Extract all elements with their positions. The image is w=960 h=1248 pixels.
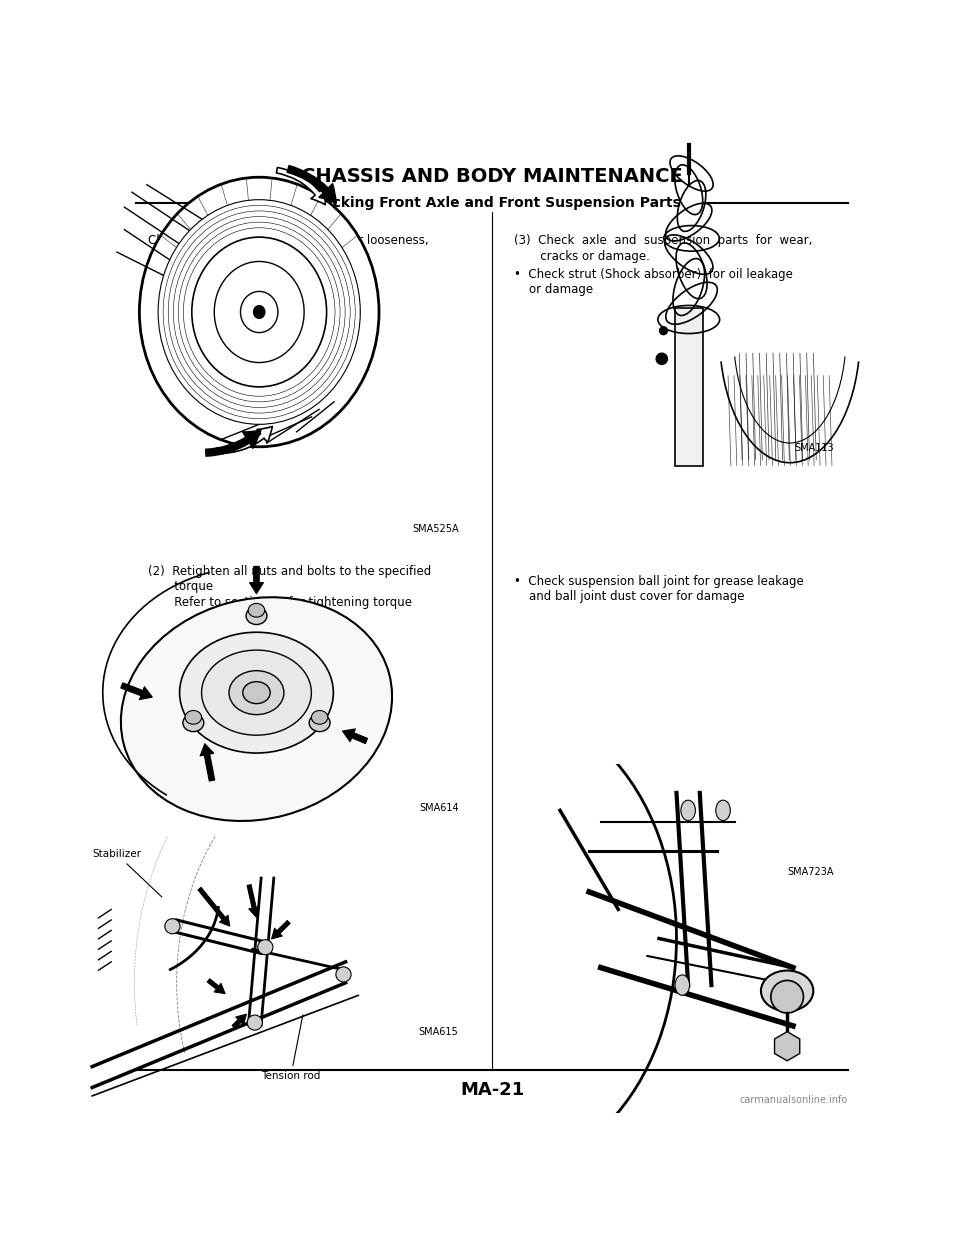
Text: Stabilizer: Stabilizer: [92, 849, 162, 897]
Ellipse shape: [309, 714, 330, 731]
Ellipse shape: [675, 975, 689, 996]
Ellipse shape: [229, 670, 284, 715]
Circle shape: [257, 940, 273, 955]
Text: Tension rod: Tension rod: [261, 1015, 321, 1081]
Text: (3)  Check  axle  and  suspension  parts  for  wear,: (3) Check axle and suspension parts for …: [515, 235, 813, 247]
Ellipse shape: [253, 306, 265, 318]
Ellipse shape: [716, 800, 731, 821]
Text: SMA615: SMA615: [419, 1027, 459, 1037]
FancyArrowPatch shape: [276, 167, 325, 205]
Ellipse shape: [202, 650, 311, 735]
Text: (1)  Shake each front wheel: (1) Shake each front wheel: [148, 261, 311, 273]
Text: SMA723A: SMA723A: [788, 867, 834, 877]
FancyArrowPatch shape: [121, 683, 153, 700]
Ellipse shape: [158, 200, 360, 424]
FancyArrowPatch shape: [247, 885, 259, 917]
FancyArrowPatch shape: [207, 978, 226, 993]
Text: torque: torque: [148, 580, 213, 593]
Circle shape: [165, 919, 180, 934]
Text: SMA113: SMA113: [795, 443, 834, 453]
FancyArrowPatch shape: [217, 427, 273, 453]
FancyArrowPatch shape: [232, 1015, 247, 1028]
Text: and ball joint dust cover for damage: and ball joint dust cover for damage: [515, 590, 745, 603]
Ellipse shape: [681, 800, 695, 821]
Text: or damage: or damage: [515, 283, 593, 296]
Ellipse shape: [214, 262, 304, 362]
Ellipse shape: [185, 710, 202, 724]
FancyBboxPatch shape: [675, 308, 703, 466]
Ellipse shape: [180, 633, 333, 753]
Ellipse shape: [139, 177, 379, 447]
Ellipse shape: [246, 607, 267, 624]
Circle shape: [660, 327, 667, 334]
FancyArrowPatch shape: [250, 567, 263, 594]
FancyArrowPatch shape: [205, 431, 261, 457]
Text: wear or damage.: wear or damage.: [165, 250, 265, 262]
Text: carmanualsonline.info: carmanualsonline.info: [739, 1094, 848, 1104]
Circle shape: [771, 981, 804, 1013]
FancyArrowPatch shape: [272, 921, 290, 938]
Text: •  Check suspension ball joint for grease leakage: • Check suspension ball joint for grease…: [515, 574, 804, 588]
Ellipse shape: [192, 237, 326, 387]
FancyArrowPatch shape: [200, 744, 215, 781]
Text: SMA614: SMA614: [419, 802, 459, 812]
Ellipse shape: [249, 603, 265, 617]
Ellipse shape: [240, 292, 278, 333]
Text: SMA525A: SMA525A: [412, 524, 459, 534]
Ellipse shape: [761, 971, 813, 1011]
Ellipse shape: [183, 714, 204, 731]
FancyArrowPatch shape: [343, 729, 368, 744]
Text: Checking Front Axle and Front Suspension Parts: Checking Front Axle and Front Suspension…: [303, 196, 681, 210]
Circle shape: [657, 353, 667, 364]
FancyArrowPatch shape: [198, 887, 229, 926]
FancyArrowPatch shape: [287, 166, 336, 203]
Text: (2)  Retighten all nuts and bolts to the specified: (2) Retighten all nuts and bolts to the …: [148, 565, 432, 578]
Text: Refer to section FA for tightening torque: Refer to section FA for tightening torqu…: [148, 595, 412, 609]
Circle shape: [336, 967, 351, 982]
Circle shape: [247, 1015, 262, 1030]
Text: Check axle and suspension parts for looseness,: Check axle and suspension parts for loos…: [148, 235, 429, 247]
Ellipse shape: [243, 681, 270, 704]
Text: MA-21: MA-21: [460, 1081, 524, 1098]
Ellipse shape: [311, 710, 328, 724]
Text: CHASSIS AND BODY MAINTENANCE: CHASSIS AND BODY MAINTENANCE: [301, 167, 683, 186]
Text: •  Check strut (Shock absorber)  for oil leakage: • Check strut (Shock absorber) for oil l…: [515, 268, 793, 281]
Ellipse shape: [121, 598, 392, 821]
Text: cracks or damage.: cracks or damage.: [515, 250, 650, 262]
